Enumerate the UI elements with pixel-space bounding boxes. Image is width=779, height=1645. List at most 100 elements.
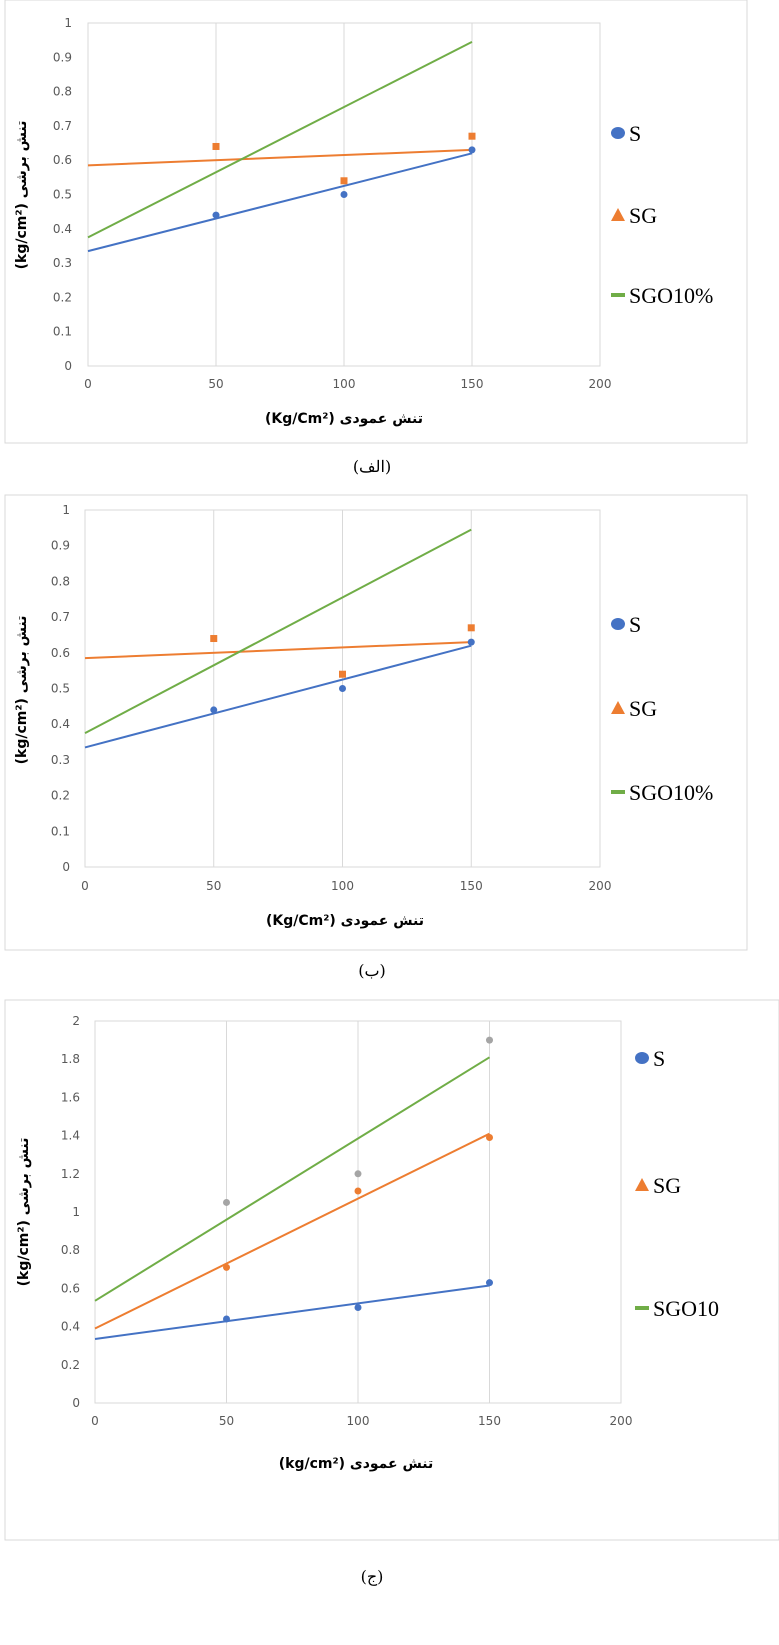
data-point xyxy=(467,624,475,632)
x-tick-label: 0 xyxy=(84,377,92,391)
x-tick-label: 150 xyxy=(461,377,484,391)
y-tick-label: 0.2 xyxy=(61,1358,80,1372)
legend-marker-circle xyxy=(611,618,625,630)
x-tick-label: 200 xyxy=(589,879,612,893)
trendline xyxy=(94,1284,490,1341)
data-point xyxy=(486,1036,493,1044)
legend-label: SG xyxy=(629,696,657,721)
y-tick-label: 0.3 xyxy=(53,256,72,270)
y-tick-label: 0 xyxy=(72,1396,80,1410)
y-tick-label: 1.8 xyxy=(61,1052,80,1066)
data-point xyxy=(340,191,348,198)
y-tick-label: 0.4 xyxy=(53,222,72,236)
y-tick-label: 0.8 xyxy=(51,574,70,588)
chart-frame xyxy=(4,494,748,951)
data-point xyxy=(354,1170,362,1178)
trendline xyxy=(84,644,472,749)
x-tick-label: 50 xyxy=(206,879,221,893)
y-tick-label: 0.4 xyxy=(51,717,70,731)
x-tick-label: 50 xyxy=(219,1414,234,1428)
y-tick-label: 1 xyxy=(72,1205,80,1219)
y-tick-label: 2 xyxy=(72,1014,80,1028)
y-axis-title: تنش برشی (kg/cm²) xyxy=(16,1138,32,1287)
x-tick-label: 200 xyxy=(589,377,612,391)
y-tick-label: 1.4 xyxy=(61,1129,80,1143)
y-tick-label: 0.2 xyxy=(51,789,70,803)
x-axis-title: تنش عمودی (Kg/Cm²) xyxy=(265,411,423,427)
data-point xyxy=(354,1187,362,1195)
legend-marker-line xyxy=(611,790,625,794)
legend-marker-line xyxy=(635,1306,649,1310)
y-tick-label: 0.9 xyxy=(51,539,70,553)
y-tick-label: 1 xyxy=(64,16,72,30)
data-point xyxy=(212,142,220,150)
panel-caption: (ج) xyxy=(361,1567,384,1586)
data-point xyxy=(486,1134,493,1142)
y-tick-label: 0.9 xyxy=(53,50,72,64)
legend-marker-triangle xyxy=(635,1178,649,1191)
y-tick-label: 0.5 xyxy=(51,682,70,696)
y-tick-label: 0.7 xyxy=(51,610,70,624)
data-point xyxy=(223,1263,230,1271)
x-axis-title: تنش عمودی (kg/cm²) xyxy=(279,1456,434,1472)
chart-panel-be: 0 50 100 150 200 0 0.1 0.2 0.3 0.4 0.5 0.6 0.7 0.8 0.9… xyxy=(4,494,748,980)
data-point xyxy=(339,685,346,692)
data-point xyxy=(339,670,346,678)
y-tick-label: 0.2 xyxy=(53,290,72,304)
legend-marker-line xyxy=(611,293,625,297)
legend-marker-circle xyxy=(611,127,625,139)
panel-caption: (ب) xyxy=(358,961,386,980)
trendline xyxy=(87,40,473,239)
trendline xyxy=(94,1056,491,1302)
y-tick-label: 1.6 xyxy=(61,1090,80,1104)
y-tick-label: 1.2 xyxy=(61,1167,80,1181)
legend-label: SG xyxy=(629,203,657,228)
y-tick-label: 0.7 xyxy=(53,119,72,133)
trendline xyxy=(84,528,472,735)
data-point xyxy=(210,706,218,714)
x-tick-label: 50 xyxy=(208,377,223,391)
x-tick-label: 0 xyxy=(81,879,89,893)
y-tick-label: 1 xyxy=(62,503,70,517)
y-tick-label: 0.5 xyxy=(53,188,72,202)
data-point xyxy=(354,1304,362,1311)
y-tick-label: 0.4 xyxy=(61,1320,80,1334)
legend-label: S xyxy=(629,612,641,637)
chart-frame xyxy=(4,0,748,444)
chart-frame xyxy=(4,999,779,1541)
y-tick-label: 0 xyxy=(64,359,72,373)
legend-label: SGO10% xyxy=(629,780,713,805)
legend-marker-triangle xyxy=(611,208,625,221)
y-tick-label: 0.6 xyxy=(53,153,72,167)
y-tick-label: 0.6 xyxy=(51,646,70,660)
trendline xyxy=(87,152,473,253)
legend-marker-triangle xyxy=(611,701,625,714)
x-tick-label: 100 xyxy=(331,879,354,893)
y-tick-label: 0.8 xyxy=(53,85,72,99)
data-point xyxy=(223,1315,230,1323)
y-tick-label: 0.1 xyxy=(51,824,70,838)
data-point xyxy=(468,146,476,154)
legend-label: S xyxy=(653,1046,665,1071)
chart-panel-jim: 0 50 100 150 200 0 0.2 0.4 0.6 0.8 1 1.2 1.4 1.6 1.8 2 ت… xyxy=(4,999,779,1586)
panel-caption: (الف) xyxy=(353,457,391,476)
y-tick-label: 0.6 xyxy=(61,1281,80,1295)
legend-label: SGO10% xyxy=(629,283,713,308)
x-tick-label: 100 xyxy=(347,1414,370,1428)
y-tick-label: 0 xyxy=(62,860,70,874)
y-axis-title: تنش برشی (kg/cm²) xyxy=(14,616,30,765)
x-tick-label: 0 xyxy=(91,1414,99,1428)
x-tick-label: 150 xyxy=(478,1414,501,1428)
data-point xyxy=(486,1279,493,1287)
trendline xyxy=(94,1132,490,1330)
data-point xyxy=(210,635,218,643)
data-point xyxy=(340,177,348,185)
data-point xyxy=(212,211,220,219)
y-tick-label: 0.3 xyxy=(51,753,70,767)
trendline xyxy=(84,641,472,660)
legend-label: S xyxy=(629,121,641,146)
y-tick-label: 0.8 xyxy=(61,1243,80,1257)
x-axis-title: تنش عمودی (Kg/Cm²) xyxy=(266,913,424,929)
chart-panel-alef: 0 50 100 150 200 0 0.1 0.2 0.3 0.4 0.5 0.6 0.7 0.8 0.9… xyxy=(4,0,748,476)
